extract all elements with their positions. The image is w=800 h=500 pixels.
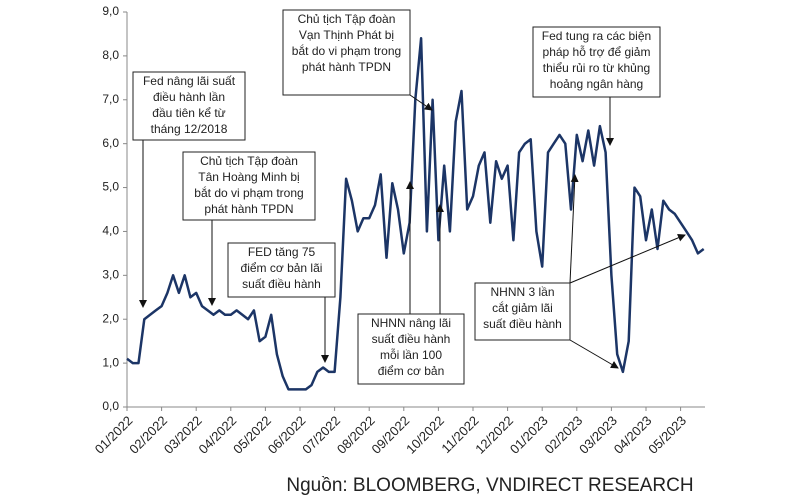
y-tick-label: 1,0 — [102, 355, 119, 369]
y-tick-label: 4,0 — [102, 224, 119, 238]
annotation-text: thiểu rủi ro từ khủng — [543, 61, 650, 75]
y-tick-label: 5,0 — [102, 180, 119, 194]
annotation-text: Tân Hoàng Minh bị — [198, 170, 299, 184]
annotation-arrow — [409, 94, 433, 111]
annotation-text: phát hành TPDN — [204, 202, 293, 216]
annotation-arrow — [569, 234, 686, 284]
y-tick-label: 9,0 — [102, 4, 119, 18]
annotation-text: mỗi lần 100 — [380, 347, 442, 362]
annotation-text: tháng 12/2018 — [151, 122, 228, 136]
annotation: FED tăng 75 điểm cơ bản lãi suất điều hành — [227, 242, 336, 363]
source: Nguồn: BLOOMBERG, VNDIRECT RESEARCH — [286, 475, 693, 496]
annotation-box — [227, 242, 336, 298]
annotation-text: suất điều hành — [242, 277, 321, 291]
annotation-box — [132, 71, 246, 141]
annotation-text: suất điều hành — [483, 317, 562, 331]
annotation-text: Fed tung ra các biện — [542, 29, 651, 43]
annotation-arrow — [569, 339, 619, 369]
annotation: Fed nâng lãi suất điều hành lần đầu tiên k… — [132, 71, 246, 308]
annotation-text: FED tăng 75 — [248, 245, 316, 259]
y-tick-label: 7,0 — [102, 92, 119, 106]
annotation-text: suất điều hành — [372, 332, 451, 346]
annotation-text: pháp hỗ trợ để giảm — [543, 44, 651, 59]
annotation-text: Chủ tịch Tập đoàn — [298, 12, 396, 26]
annotation-text: NHNN 3 lần — [490, 285, 554, 299]
annotation-text: bắt do vi phạm trong — [194, 185, 303, 200]
annotation-text: NHNN nâng lãi — [371, 316, 451, 330]
x-tick-label: 05/2023 — [645, 413, 689, 457]
annotation-text: Fed nâng lãi suất — [143, 74, 236, 88]
y-tick-label: 3,0 — [102, 268, 119, 282]
annotation-text: cắt giảm lãi — [492, 300, 553, 315]
annotation-text: điều hành lần — [153, 90, 225, 104]
annotation-text: phát hành TPDN — [302, 60, 391, 74]
annotation-box — [182, 151, 316, 221]
annotation-text: Chủ tịch Tập đoàn — [200, 154, 298, 168]
line — [126, 37, 705, 391]
annotation-box — [357, 313, 465, 385]
y-tick-label: 2,0 — [102, 311, 119, 325]
y-tick-label: 8,0 — [102, 48, 119, 62]
annotation-box — [282, 9, 411, 96]
y-tick-label: 6,0 — [102, 136, 119, 150]
annotation-text: Vạn Thịnh Phát bị — [299, 28, 394, 42]
annotation-text: đầu tiên kể từ — [152, 106, 225, 120]
y-tick-label: 0,0 — [102, 399, 119, 413]
annotation-arrow — [569, 174, 579, 284]
annotation-text: điểm cơ bản lãi — [241, 261, 323, 275]
x-tick-label: 10/2022 — [403, 413, 447, 457]
annotation-text: bắt do vi phạm trong — [292, 43, 401, 58]
annotation-box — [532, 26, 661, 98]
annotation-text: hoảng ngân hàng — [550, 77, 643, 91]
annotation-box — [474, 282, 571, 341]
annotation-text: điểm cơ bản — [378, 364, 445, 378]
